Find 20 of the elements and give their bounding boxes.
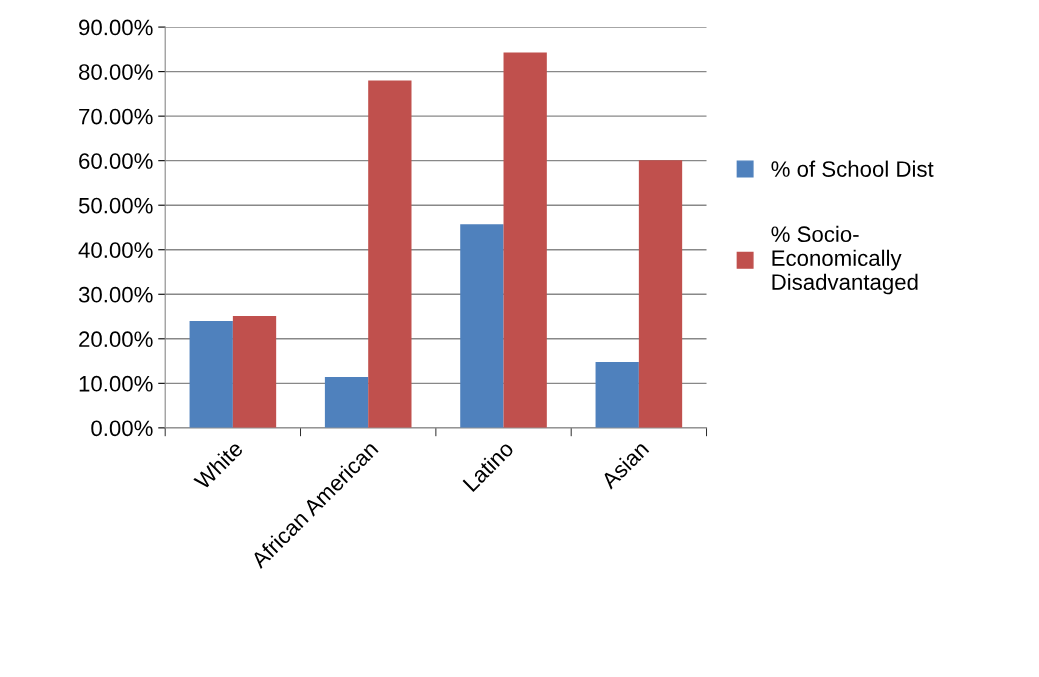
y-tick-label: 30.00% (78, 286, 153, 303)
y-tick-label: 10.00% (79, 375, 153, 392)
bar (368, 80, 412, 428)
y-tick-label: 60.00% (79, 153, 153, 169)
y-tick-label: 50.00% (78, 197, 153, 214)
bar (595, 361, 639, 428)
y-tick-label: 40.00% (78, 242, 153, 259)
bar (460, 224, 504, 428)
bar (638, 160, 683, 428)
bar (324, 377, 369, 428)
legend-label: % of School Dist (771, 160, 934, 177)
y-tick-label: 90.00% (79, 19, 153, 36)
bar (503, 52, 547, 428)
bar (232, 316, 277, 428)
legend-label: % Socio- Economically Disadvantaged (771, 225, 918, 295)
y-tick-label: 80.00% (79, 64, 153, 80)
bar (189, 320, 233, 428)
y-tick-label: 20.00% (79, 331, 153, 348)
y-tick-label: 70.00% (79, 108, 153, 125)
y-tick-label: 0.00% (91, 420, 153, 437)
